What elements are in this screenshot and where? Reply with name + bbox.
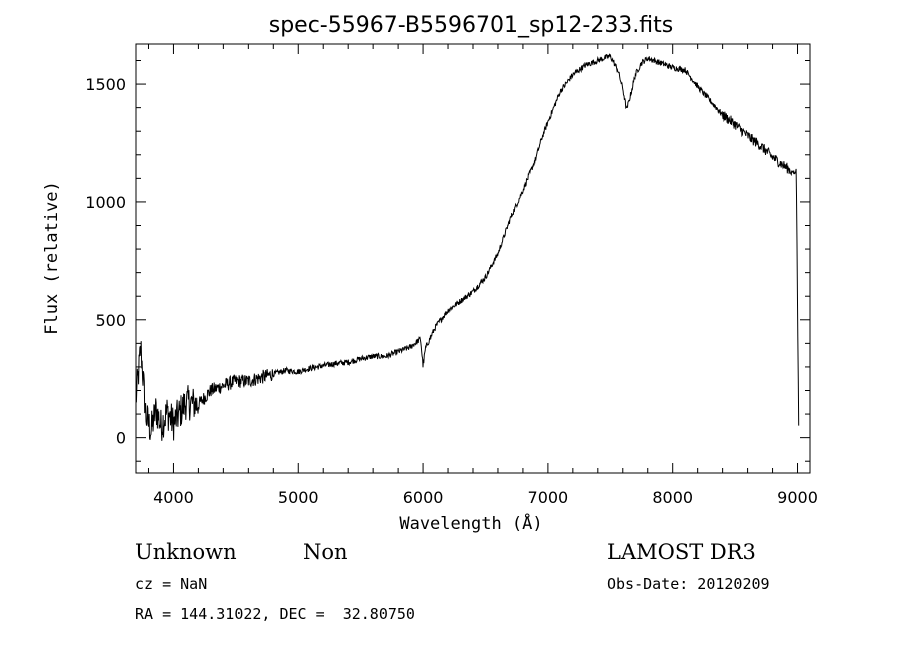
x-axis-label: Wavelength (Å) bbox=[399, 512, 542, 534]
y-tick-label: 0 bbox=[116, 429, 126, 448]
plot-frame bbox=[135, 43, 811, 474]
spectrum-line bbox=[136, 53, 800, 441]
ra-dec-coordinates: RA = 144.31022, DEC = 32.80750 bbox=[135, 605, 415, 623]
y-tick-label: 1500 bbox=[85, 75, 126, 94]
x-tick-label: 9000 bbox=[777, 488, 818, 507]
chart-title: spec-55967-B5596701_sp12-233.fits bbox=[269, 13, 674, 38]
x-tick-label: 5000 bbox=[278, 488, 319, 507]
tick-labels: 4000 5000 6000 7000 8000 9000 0 500 1000 1500 bbox=[85, 75, 818, 507]
survey-name: LAMOST DR3 bbox=[607, 540, 756, 564]
object-class: Unknown bbox=[135, 540, 237, 564]
x-tick-label: 6000 bbox=[403, 488, 444, 507]
x-tick-label: 8000 bbox=[652, 488, 693, 507]
x-tick-label: 4000 bbox=[153, 488, 194, 507]
x-tick-label: 7000 bbox=[528, 488, 569, 507]
object-subclass: Non bbox=[303, 540, 348, 564]
y-axis-label: Flux (relative) bbox=[42, 181, 62, 335]
redshift-cz: cz = NaN bbox=[135, 575, 207, 593]
y-tick-label: 500 bbox=[95, 311, 126, 330]
observation-date: Obs-Date: 20120209 bbox=[607, 575, 770, 593]
axis-ticks bbox=[136, 44, 810, 473]
y-tick-label: 1000 bbox=[85, 193, 126, 212]
